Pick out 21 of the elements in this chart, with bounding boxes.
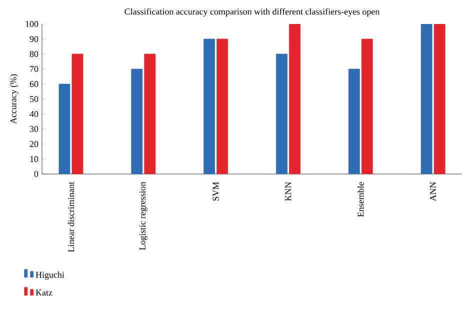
y-tick-label: 70 (30, 66, 38, 72)
y-tick-label: 30 (30, 126, 38, 132)
y-tick-label: 10 (30, 156, 38, 162)
y-tick-label: 60 (30, 80, 38, 88)
x-tick-label: ANN (430, 182, 436, 202)
legend-label: Katz (36, 290, 52, 296)
y-tick-label: 50 (30, 96, 38, 102)
x-tick-label: Linear discriminant (68, 182, 74, 252)
y-tick-label: 90 (30, 36, 38, 42)
x-tick-label: Logistic regression (139, 182, 148, 250)
x-tick-label: KNN (285, 182, 292, 201)
y-tick-label: 20 (30, 140, 38, 148)
y-tick-label: 80 (30, 50, 38, 58)
y-axis-title: Accuracy (%) (10, 74, 18, 124)
y-tick-label: 0 (34, 170, 38, 178)
legend-label: Higuchi (36, 272, 64, 280)
x-tick-label: SVM (212, 182, 219, 201)
y-tick-label: 40 (30, 110, 38, 118)
x-tick-label: Ensemble (357, 182, 364, 217)
chart-title: Classification accuracy comparison with different classifiers-eyes open (124, 8, 380, 16)
y-tick-label: 100 (26, 20, 38, 28)
